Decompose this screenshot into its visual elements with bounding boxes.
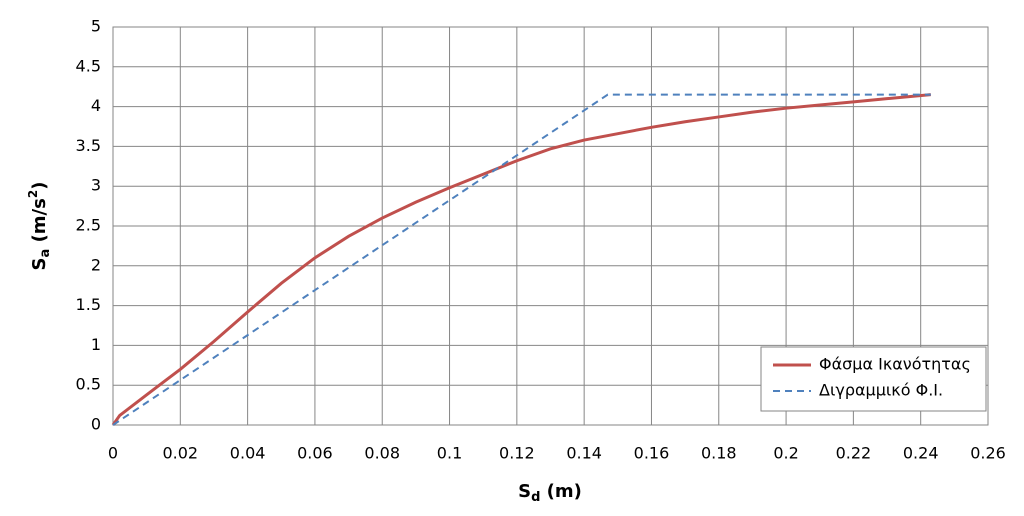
y-tick-label: 0 bbox=[91, 415, 101, 434]
y-label-part: (m/s bbox=[29, 198, 50, 249]
x-label-sub: d bbox=[531, 490, 540, 505]
x-tick-label: 0.02 bbox=[162, 444, 198, 463]
x-axis-label: Sd (m) bbox=[518, 481, 582, 505]
y-label-sub: a bbox=[38, 249, 53, 258]
x-tick-label: 0.2 bbox=[773, 444, 798, 463]
x-tick-label: 0.26 bbox=[970, 444, 1006, 463]
y-tick-label: 1.5 bbox=[76, 295, 101, 314]
series-line bbox=[111, 93, 931, 426]
x-tick-label: 0.16 bbox=[634, 444, 670, 463]
y-tick-label: 4.5 bbox=[76, 56, 101, 75]
x-label-part: S bbox=[518, 481, 531, 502]
y-tick-label: 1 bbox=[91, 335, 101, 354]
x-tick-label: 0.1 bbox=[437, 444, 462, 463]
x-tick-label: 0.14 bbox=[566, 444, 602, 463]
x-tick-label: 0.06 bbox=[297, 444, 333, 463]
y-tick-label: 3.5 bbox=[76, 136, 101, 155]
series-line bbox=[112, 93, 931, 426]
legend-box bbox=[760, 346, 987, 412]
x-tick-label: 0.04 bbox=[230, 444, 266, 463]
x-label-part: (m) bbox=[540, 481, 581, 502]
x-tick-label: 0.18 bbox=[701, 444, 737, 463]
lines bbox=[111, 93, 931, 426]
y-tick-label: 2 bbox=[91, 255, 101, 274]
y-tick-label: 2.5 bbox=[76, 216, 101, 235]
x-tick-label: 0.24 bbox=[903, 444, 939, 463]
legend: Φάσμα Ικανότητας Διγραμμικό Φ.Ι. bbox=[760, 346, 987, 412]
y-label-part: ) bbox=[29, 182, 50, 190]
y-tick-label: 5 bbox=[91, 17, 101, 36]
x-tick-label: 0.08 bbox=[364, 444, 400, 463]
plot-frame bbox=[112, 26, 989, 426]
y-axis-label: Sa (m/s2) bbox=[26, 182, 53, 271]
legend-label: Διγραμμικό Φ.Ι. bbox=[819, 381, 943, 400]
legend-label: Φάσμα Ικανότητας bbox=[819, 355, 971, 374]
y-tick-label: 0.5 bbox=[76, 375, 101, 394]
ticks: 0 0.5 1 1.5 2 2.5 3 3.5 4 4.5 5 0 0.02 0.04 0.06 0.08 0.… bbox=[76, 17, 1006, 463]
x-tick-label: 0.22 bbox=[836, 444, 872, 463]
y-label-part: S bbox=[29, 257, 50, 270]
x-tick-label: 0.12 bbox=[499, 444, 535, 463]
y-label-sup: 2 bbox=[26, 190, 40, 198]
y-tick-label: 4 bbox=[91, 96, 101, 115]
x-tick-label: 0 bbox=[108, 444, 118, 463]
y-tick-label: 3 bbox=[91, 176, 101, 195]
